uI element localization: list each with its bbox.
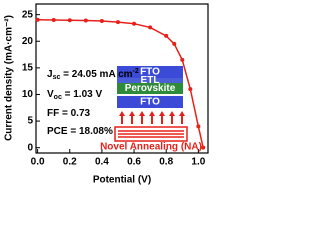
layer-fto-top [117,66,183,78]
layer-perovskite [117,83,183,94]
data-point [188,87,193,92]
y-tick-label: 15 [22,62,34,73]
annotation: Voc = 1.03 V [47,89,102,101]
data-point [148,25,153,30]
layer-fto-bottom [117,96,183,108]
layer-etl [117,78,183,83]
x-tick-label: 0.6 [127,157,141,168]
x-tick-label: 0.2 [63,157,77,168]
data-point [196,124,201,129]
heater [114,126,188,142]
layer-label: FTO [140,67,160,78]
data-point [115,20,120,25]
annotation: PCE = 18.08% [47,126,113,137]
data-point [164,33,169,38]
data-point [99,19,104,24]
annotation-part: -2 [133,68,139,75]
data-point [201,145,206,150]
annotation-part: = 24.05 mA cm [60,69,132,80]
y-tick-label: 0 [27,142,33,153]
x-axis-label: Potential (V) [93,175,151,186]
x-tick-label: 1.0 [191,157,205,168]
data-point [83,18,88,23]
x-tick-label: 0.4 [95,157,109,168]
annotation-part: sc [53,74,61,81]
data-point [172,41,177,46]
y-tick-label: 25 [22,9,34,20]
annotation-part: FF = 0.73 [47,108,91,119]
data-point [67,18,72,23]
layer-label: FTO [140,97,160,108]
y-tick-label: 5 [27,116,33,127]
data-point [51,17,56,22]
inset-caption: Novel Annealing (NA) [100,142,202,153]
y-tick-label: 10 [22,89,34,100]
annotation-part: oc [54,94,62,101]
series-line [37,18,204,148]
annotation-part: J [47,69,53,80]
layer-label: Perovskite [125,83,176,94]
chart: Potential (V) Current density (mA·cm⁻²) … [4,3,209,186]
x-tick-label: 0.0 [31,157,45,168]
heat-arrows [119,111,185,124]
x-tick-label: 0.8 [159,157,173,168]
annotation-part: = 1.03 V [62,89,103,100]
data-point [35,17,40,22]
layer-label: ETL [141,75,160,86]
y-tick-label: 20 [22,36,34,47]
annotation-part: PCE = 18.08% [47,126,113,137]
plot-frame [35,3,209,154]
annotation: Jsc = 24.05 mA cm-2 [47,68,139,81]
data-point [132,21,137,26]
annotation-part: V [47,89,54,100]
annotation: FF = 0.73 [47,108,91,119]
inset [114,66,188,142]
y-axis-label: Current density (mA·cm⁻²) [4,15,15,141]
data-point [180,57,185,62]
